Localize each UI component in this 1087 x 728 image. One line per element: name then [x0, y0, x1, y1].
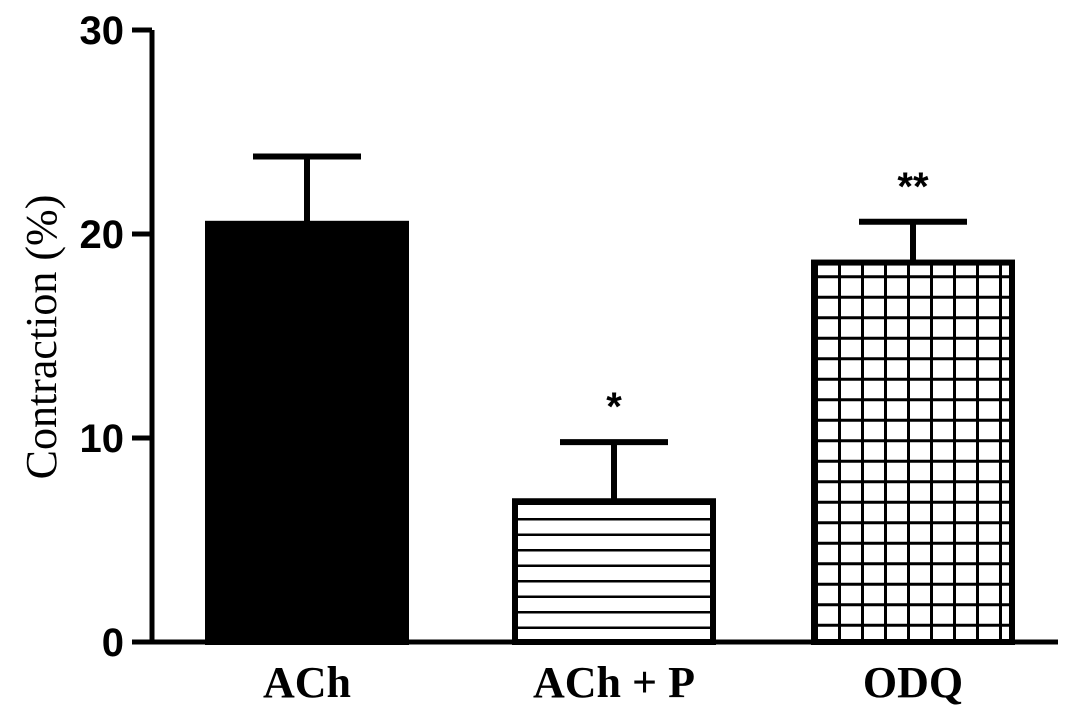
bar-ach — [205, 220, 409, 646]
bar-odq — [811, 259, 1015, 645]
category-label: ACh + P — [533, 658, 695, 707]
bar-ach-p — [512, 498, 716, 645]
y-tick-label: 20 — [80, 213, 125, 257]
category-label: ACh — [263, 658, 351, 707]
y-axis: 0 10 20 30 — [80, 9, 155, 665]
y-axis-title: Contraction (%) — [17, 195, 66, 480]
y-tick-label: 30 — [80, 9, 125, 53]
y-tick-label: 0 — [102, 621, 124, 665]
category-label: ODQ — [863, 658, 963, 707]
significance-label: * — [606, 385, 622, 429]
significance-label: ** — [897, 165, 929, 209]
y-tick-label: 10 — [80, 417, 125, 461]
bars: ACh ACh + P * ODQ ** — [205, 153, 1015, 707]
